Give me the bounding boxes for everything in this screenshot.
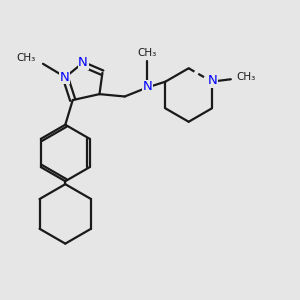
Text: N: N: [143, 80, 152, 93]
Text: CH₃: CH₃: [16, 53, 36, 64]
Text: N: N: [59, 71, 69, 84]
Text: N: N: [208, 74, 218, 87]
Text: N: N: [78, 56, 88, 69]
Text: CH₃: CH₃: [137, 47, 157, 58]
Text: CH₃: CH₃: [236, 73, 255, 82]
